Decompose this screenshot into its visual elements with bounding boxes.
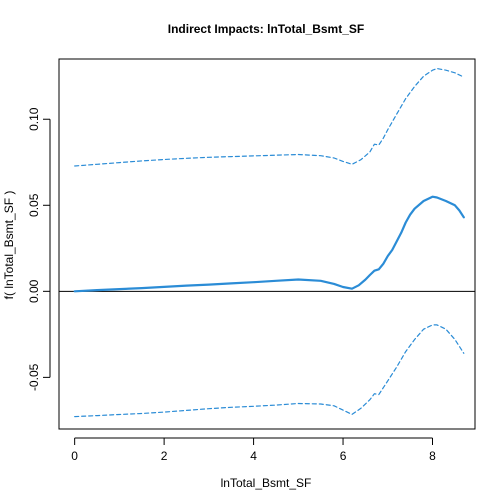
x-tick-label: 4	[250, 449, 257, 463]
lower-band-line	[75, 325, 464, 417]
x-axis-label: lnTotal_Bsmt_SF	[221, 476, 312, 490]
x-tick-label: 0	[71, 449, 78, 463]
x-tick-label: 6	[340, 449, 347, 463]
x-tick-label: 2	[161, 449, 168, 463]
x-tick-label: 8	[429, 449, 436, 463]
estimate-line	[75, 197, 464, 292]
plot-frame	[59, 59, 475, 429]
y-tick-label: 0.10	[27, 107, 41, 131]
y-tick-label: -0.05	[27, 363, 41, 391]
chart-title: Indirect Impacts: lnTotal_Bsmt_SF	[168, 22, 364, 36]
y-axis-label: f( lnTotal_Bsmt_SF )	[2, 191, 16, 300]
y-tick-label: 0.00	[27, 279, 41, 303]
upper-band-line	[75, 69, 464, 167]
y-tick-label: 0.05	[27, 193, 41, 217]
